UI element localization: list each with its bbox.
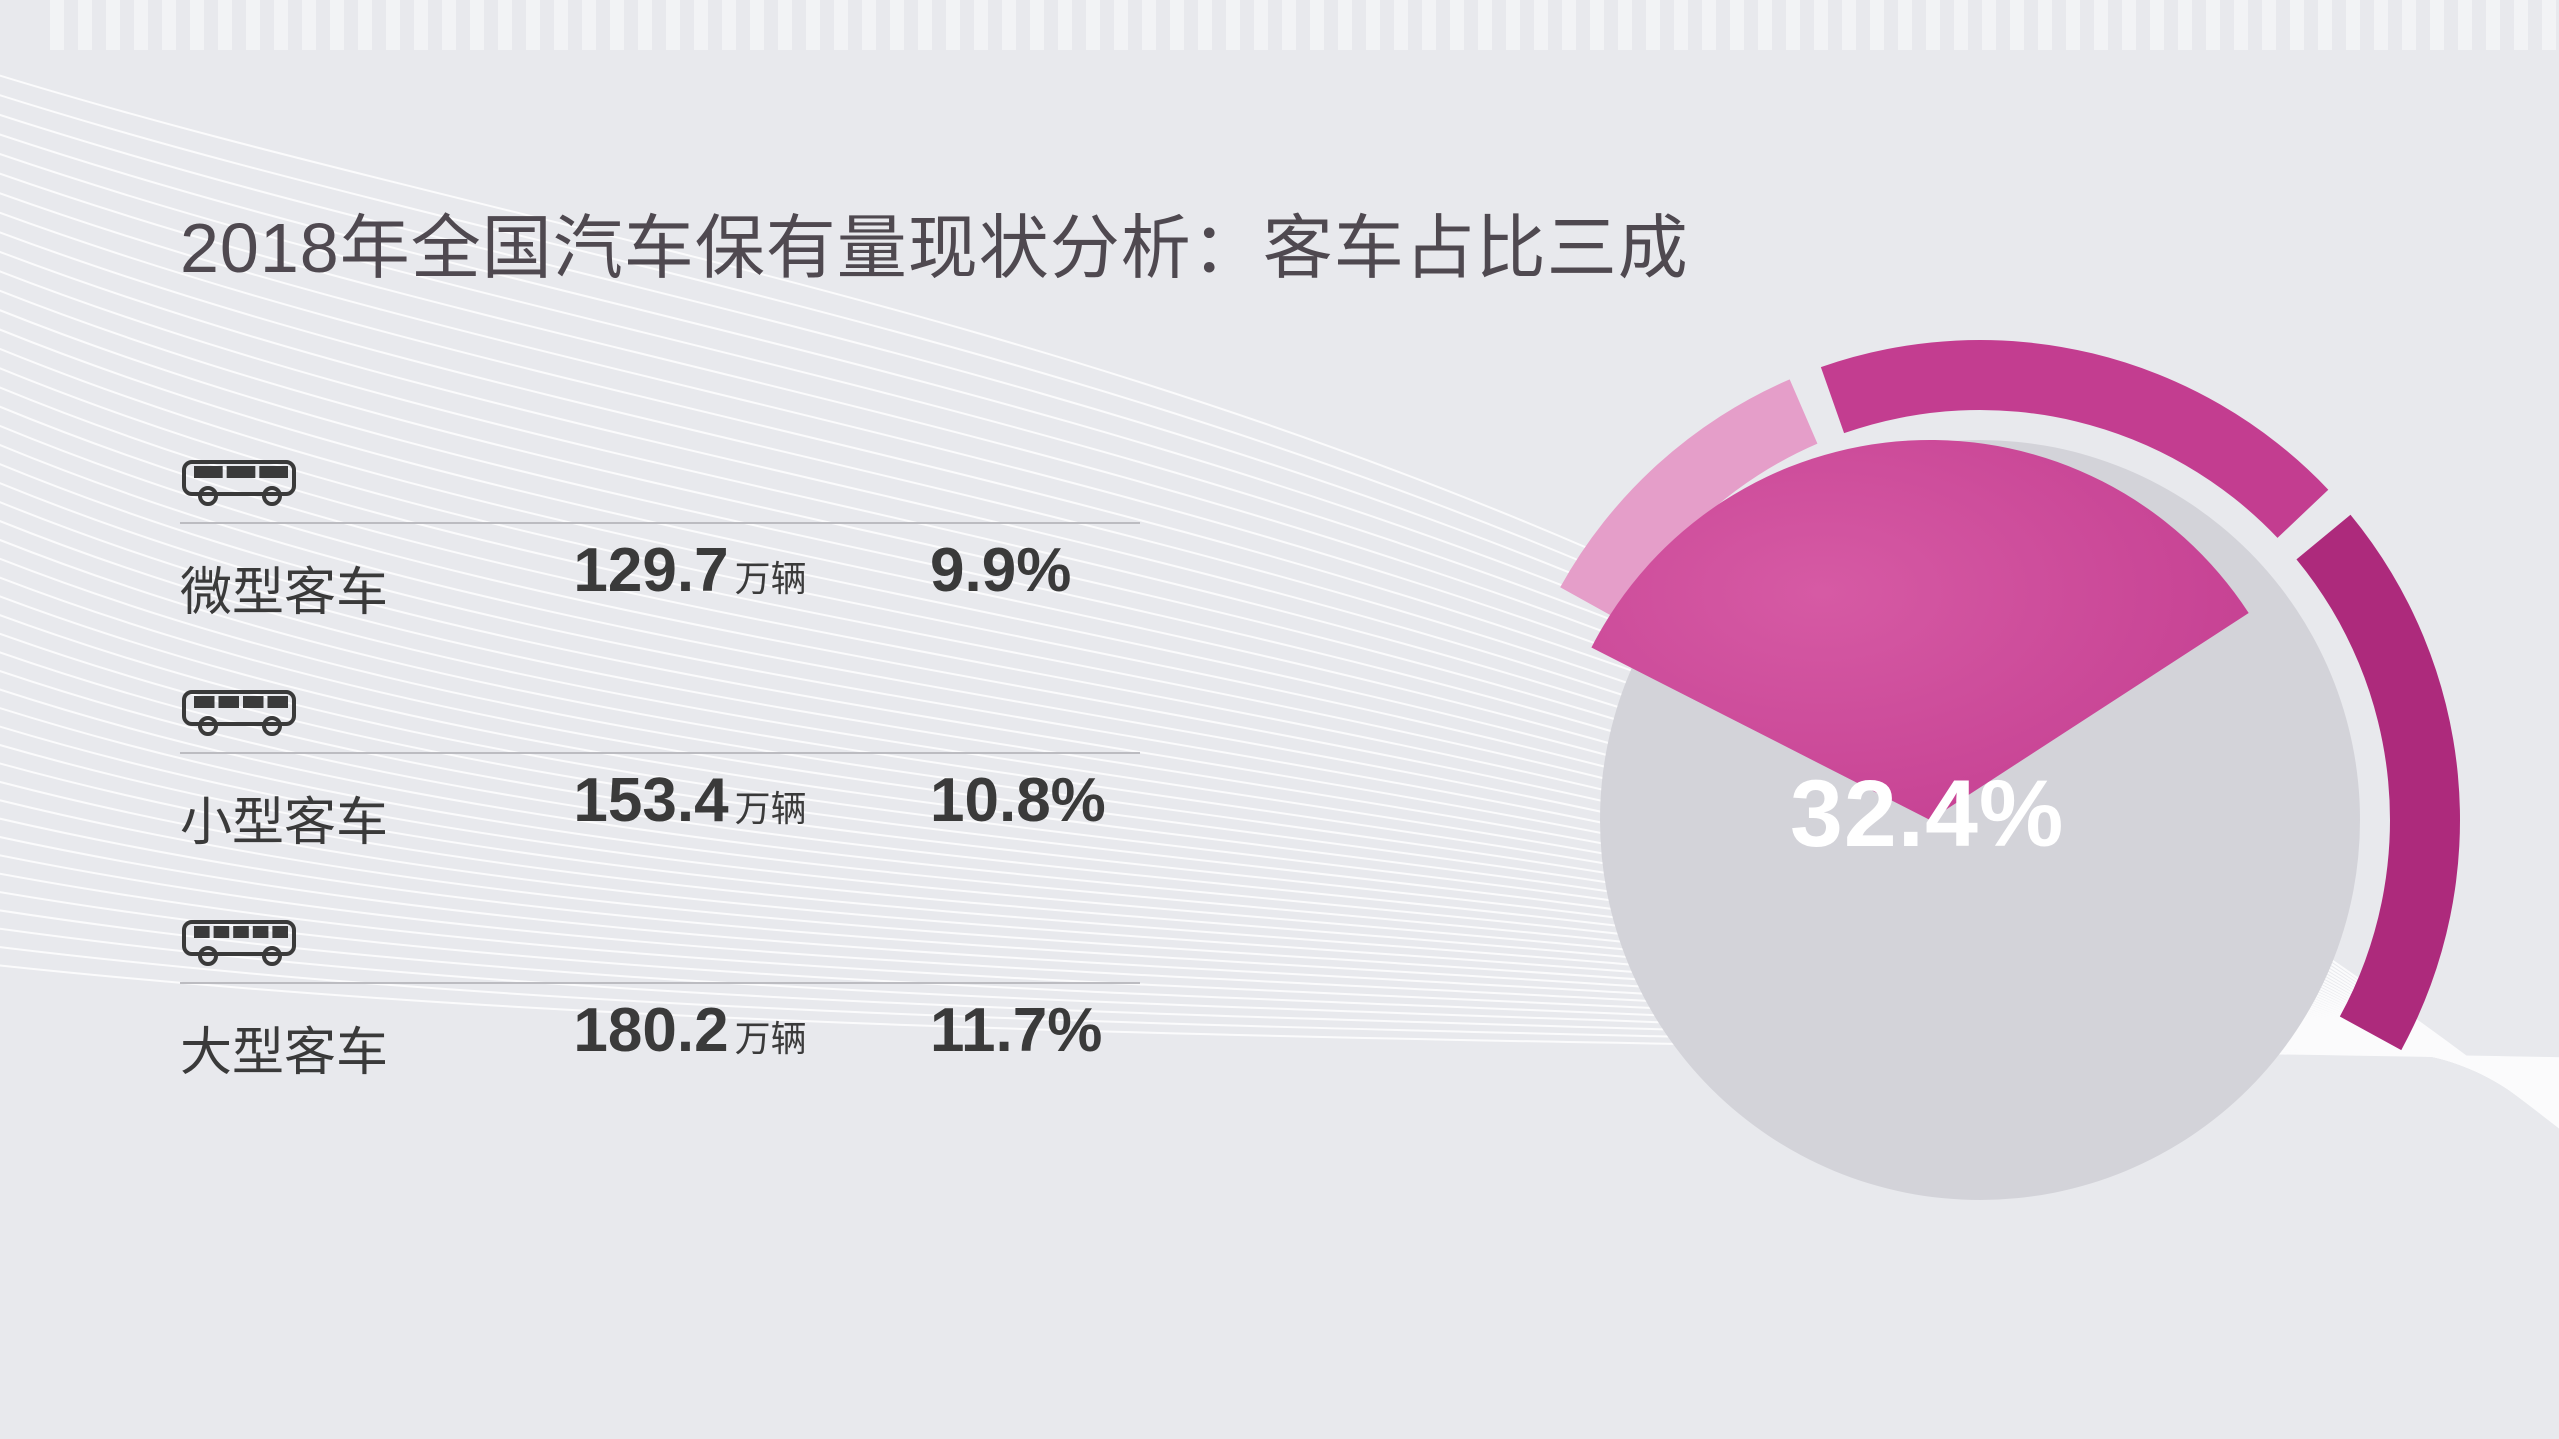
divider (180, 522, 1140, 524)
row-label: 微型客车 (180, 550, 388, 625)
row-label: 小型客车 (180, 780, 388, 855)
mini-bus-icon (180, 448, 300, 508)
small-bus-icon (180, 678, 300, 738)
row-percent: 11.7% (930, 995, 1130, 1066)
row-percent: 9.9% (930, 535, 1130, 606)
row-value: 180.2万辆 (530, 995, 850, 1066)
divider (180, 982, 1140, 984)
bus-data-table: 微型客车 129.7万辆 9.9% 小型客车 153.4万辆 10.8% 大型客… (180, 440, 1180, 1130)
row-value: 153.4万辆 (530, 765, 850, 836)
row-percent: 10.8% (930, 765, 1130, 836)
table-row: 大型客车 180.2万辆 11.7% (180, 900, 1180, 1130)
large-bus-icon (180, 908, 300, 968)
row-value: 129.7万辆 (530, 535, 850, 606)
chart-center-percent: 32.4% (1790, 760, 2064, 869)
divider (180, 752, 1140, 754)
pie-chart: 32.4% (1280, 260, 2480, 1360)
table-row: 小型客车 153.4万辆 10.8% (180, 670, 1180, 900)
table-row: 微型客车 129.7万辆 9.9% (180, 440, 1180, 670)
row-label: 大型客车 (180, 1010, 388, 1085)
